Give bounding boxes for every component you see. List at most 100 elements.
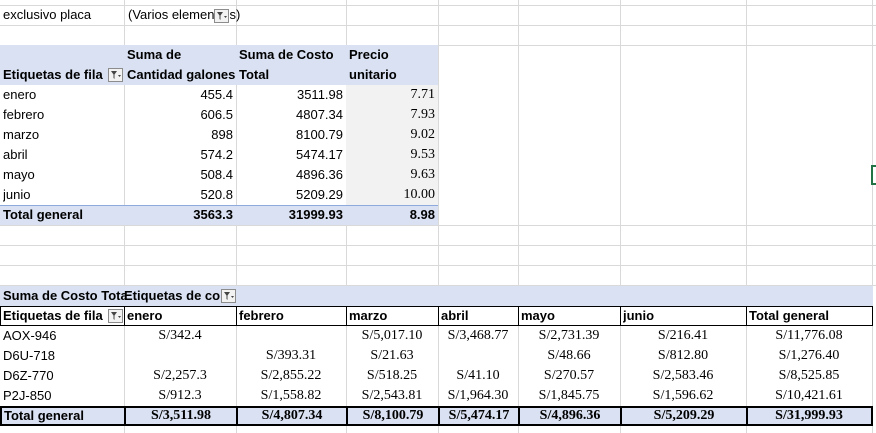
- col-header-mayo[interactable]: mayo: [521, 308, 555, 323]
- cell-value[interactable]: S/10,421.61: [775, 388, 843, 403]
- cell-value[interactable]: S/2,257.3: [153, 368, 207, 383]
- cell-value[interactable]: [124, 346, 236, 366]
- filter-value-text: (Varios elemen: [128, 7, 215, 22]
- costo-value[interactable]: 8100.79: [296, 127, 343, 142]
- galones-value[interactable]: 520.8: [200, 187, 233, 202]
- cell-value[interactable]: S/2,731.39: [538, 328, 600, 343]
- grid-row-line: [0, 25, 876, 26]
- precio-value[interactable]: 7.93: [410, 107, 436, 122]
- row-label[interactable]: febrero: [3, 107, 45, 122]
- total-divider: [746, 406, 748, 426]
- cell-value[interactable]: S/812.80: [657, 348, 709, 363]
- precio-value[interactable]: 9.53: [410, 147, 436, 162]
- cell-value[interactable]: S/912.3: [158, 388, 202, 403]
- cell-value[interactable]: S/5,017.10: [361, 328, 423, 343]
- costo-value[interactable]: 5474.17: [296, 147, 343, 162]
- col-header-abril[interactable]: abril: [441, 308, 469, 323]
- total-galones[interactable]: 3563.3: [193, 207, 233, 222]
- costo-value[interactable]: 4807.34: [296, 107, 343, 122]
- col-header-junio[interactable]: junio: [623, 308, 655, 323]
- pivot2-row-labels-filter-icon[interactable]: [108, 309, 123, 323]
- row-label[interactable]: marzo: [3, 127, 40, 142]
- cell-value[interactable]: S/3,468.77: [447, 328, 509, 343]
- cell-value[interactable]: S/21.63: [370, 348, 414, 363]
- col-header-marzo[interactable]: marzo: [349, 308, 388, 323]
- cell-value[interactable]: [236, 326, 346, 346]
- galones-value[interactable]: 508.4: [200, 167, 233, 182]
- col-header-total[interactable]: Total general: [749, 308, 829, 323]
- pivot1-col3-header-line1: Precio: [349, 47, 389, 62]
- filter-dropdown-icon[interactable]: [214, 8, 230, 23]
- total-value[interactable]: S/5,474.17: [448, 408, 510, 423]
- cell-value[interactable]: S/48.66: [547, 348, 591, 363]
- cell-value[interactable]: S/11,776.08: [775, 328, 843, 343]
- total-value[interactable]: S/3,511.98: [151, 408, 211, 423]
- total-value[interactable]: S/4,807.34: [261, 408, 323, 423]
- header-divider: [620, 306, 621, 326]
- galones-value[interactable]: 606.5: [200, 107, 233, 122]
- pivot1-header-bg: [0, 45, 438, 85]
- precio-value[interactable]: 7.71: [410, 87, 436, 102]
- pivot2-total-bg: [0, 406, 873, 426]
- precio-value[interactable]: 9.63: [410, 167, 436, 182]
- grid-col-line: [438, 0, 439, 433]
- precio-column-shade: [346, 85, 438, 205]
- pivot2-row-header: Etiquetas de fila: [3, 308, 103, 323]
- cell-value[interactable]: S/1,596.62: [652, 388, 714, 403]
- row-label[interactable]: enero: [3, 87, 37, 102]
- cell-value[interactable]: S/216.41: [657, 328, 709, 343]
- costo-value[interactable]: 3511.98: [296, 87, 343, 102]
- row-label[interactable]: AOX-946: [3, 328, 57, 343]
- galones-value[interactable]: 455.4: [200, 87, 233, 102]
- precio-value[interactable]: 10.00: [403, 187, 436, 202]
- row-label[interactable]: D6U-718: [3, 348, 56, 363]
- cell-value[interactable]: S/1,964.30: [447, 388, 509, 403]
- col-header-febrero[interactable]: febrero: [239, 308, 284, 323]
- total-value[interactable]: S/8,100.79: [362, 408, 424, 423]
- cell-value[interactable]: S/2,543.81: [361, 388, 423, 403]
- filter-value[interactable]: (Varios elemen s): [128, 5, 338, 25]
- total-value[interactable]: S/31,999.93: [775, 408, 843, 423]
- total-costo[interactable]: 31999.93: [288, 207, 343, 222]
- total-label[interactable]: Total general: [3, 207, 83, 222]
- pivot1-col2-header-line1: Suma de Costo: [239, 47, 334, 62]
- cell-value[interactable]: S/270.57: [543, 368, 595, 383]
- cell-value[interactable]: S/393.31: [265, 348, 317, 363]
- cell-value[interactable]: S/1,276.40: [778, 348, 840, 363]
- pivot1-col1-header-line2: Cantidad galones: [127, 67, 235, 82]
- cell-value[interactable]: [438, 346, 518, 366]
- grid-col-line: [872, 0, 873, 433]
- row-label[interactable]: mayo: [3, 167, 35, 182]
- total-divider: [236, 406, 238, 426]
- cell-value[interactable]: S/1,845.75: [538, 388, 600, 403]
- precio-value[interactable]: 9.02: [410, 127, 436, 142]
- cell-value[interactable]: S/2,855.22: [260, 368, 322, 383]
- total-value[interactable]: S/5,209.29: [653, 408, 715, 423]
- cell-value[interactable]: S/1,558.82: [260, 388, 322, 403]
- cell-value[interactable]: S/2,583.46: [652, 368, 714, 383]
- row-label[interactable]: P2J-850: [3, 388, 52, 403]
- header-divider: [124, 306, 125, 326]
- total-precio[interactable]: 8.98: [409, 207, 435, 222]
- costo-value[interactable]: 4896.36: [296, 167, 343, 182]
- galones-value[interactable]: 574.2: [200, 147, 233, 162]
- cell-value[interactable]: S/518.25: [366, 368, 418, 383]
- row-labels-filter-icon[interactable]: [108, 68, 123, 82]
- galones-value[interactable]: 898: [211, 127, 233, 142]
- pivot2-value-label: Suma de Costo Tota: [3, 288, 125, 303]
- cell-value[interactable]: S/41.10: [456, 368, 500, 383]
- total-value[interactable]: S/4,896.36: [539, 408, 601, 423]
- cell-value[interactable]: S/342.4: [158, 328, 202, 343]
- total-label[interactable]: Total general: [4, 408, 84, 423]
- row-label[interactable]: abril: [3, 147, 28, 162]
- row-label[interactable]: junio: [3, 187, 31, 202]
- col-header-enero[interactable]: enero: [127, 308, 163, 323]
- grid-row-line: [0, 5, 876, 6]
- costo-value[interactable]: 5209.29: [296, 187, 343, 202]
- pivot1-total-bg: [0, 205, 438, 225]
- total-divider: [124, 406, 126, 426]
- active-cell-indicator[interactable]: [871, 165, 876, 185]
- column-labels-filter-icon[interactable]: [221, 289, 236, 303]
- cell-value[interactable]: S/8,525.85: [778, 368, 840, 383]
- row-label[interactable]: D6Z-770: [3, 368, 54, 383]
